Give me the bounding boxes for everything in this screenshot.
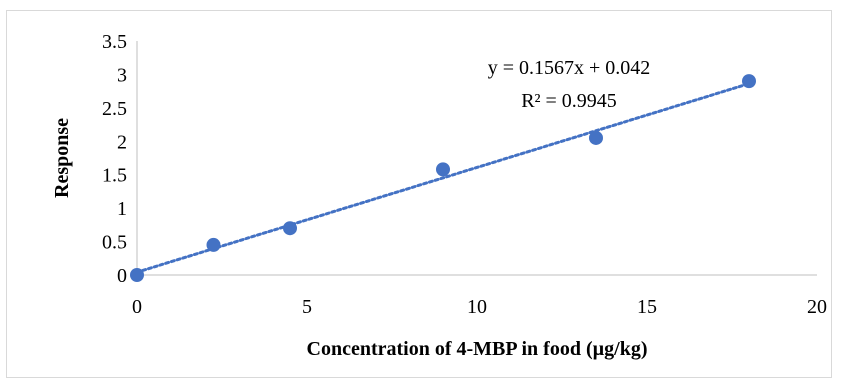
y-tick-label: 2.5 (102, 98, 127, 120)
data-point (436, 162, 450, 177)
data-point (283, 221, 297, 236)
y-tick-label: 3 (117, 64, 127, 86)
y-axis-ticks: 0 0.5 1 1.5 2 2.5 3 3.5 (102, 31, 127, 287)
x-tick-label: 20 (807, 296, 827, 318)
trendline (135, 82, 751, 274)
data-point (589, 130, 603, 145)
data-point (130, 268, 144, 282)
x-axis-ticks: 0 5 10 15 20 (132, 296, 827, 318)
y-tick-label: 3.5 (102, 31, 127, 53)
chart-frame (6, 10, 832, 378)
trendline-equation: y = 0.1567x + 0.042 (488, 57, 651, 79)
trendline-r-squared: R² = 0.9945 (521, 90, 617, 112)
y-tick-label: 0.5 (102, 232, 127, 254)
data-point (742, 74, 756, 89)
y-tick-label: 1.5 (102, 165, 127, 187)
y-axis-title: Response (51, 118, 73, 198)
x-tick-label: 10 (467, 296, 487, 318)
x-tick-label: 5 (302, 296, 312, 318)
x-tick-label: 15 (637, 296, 657, 318)
y-tick-label: 1 (117, 198, 127, 220)
y-tick-label: 2 (117, 131, 127, 153)
x-tick-label: 0 (132, 296, 142, 318)
data-point (206, 237, 221, 252)
x-axis-title: Concentration of 4-MBP in food (µg/kg) (307, 338, 648, 360)
data-points (130, 74, 756, 282)
y-tick-label: 0 (117, 265, 127, 287)
